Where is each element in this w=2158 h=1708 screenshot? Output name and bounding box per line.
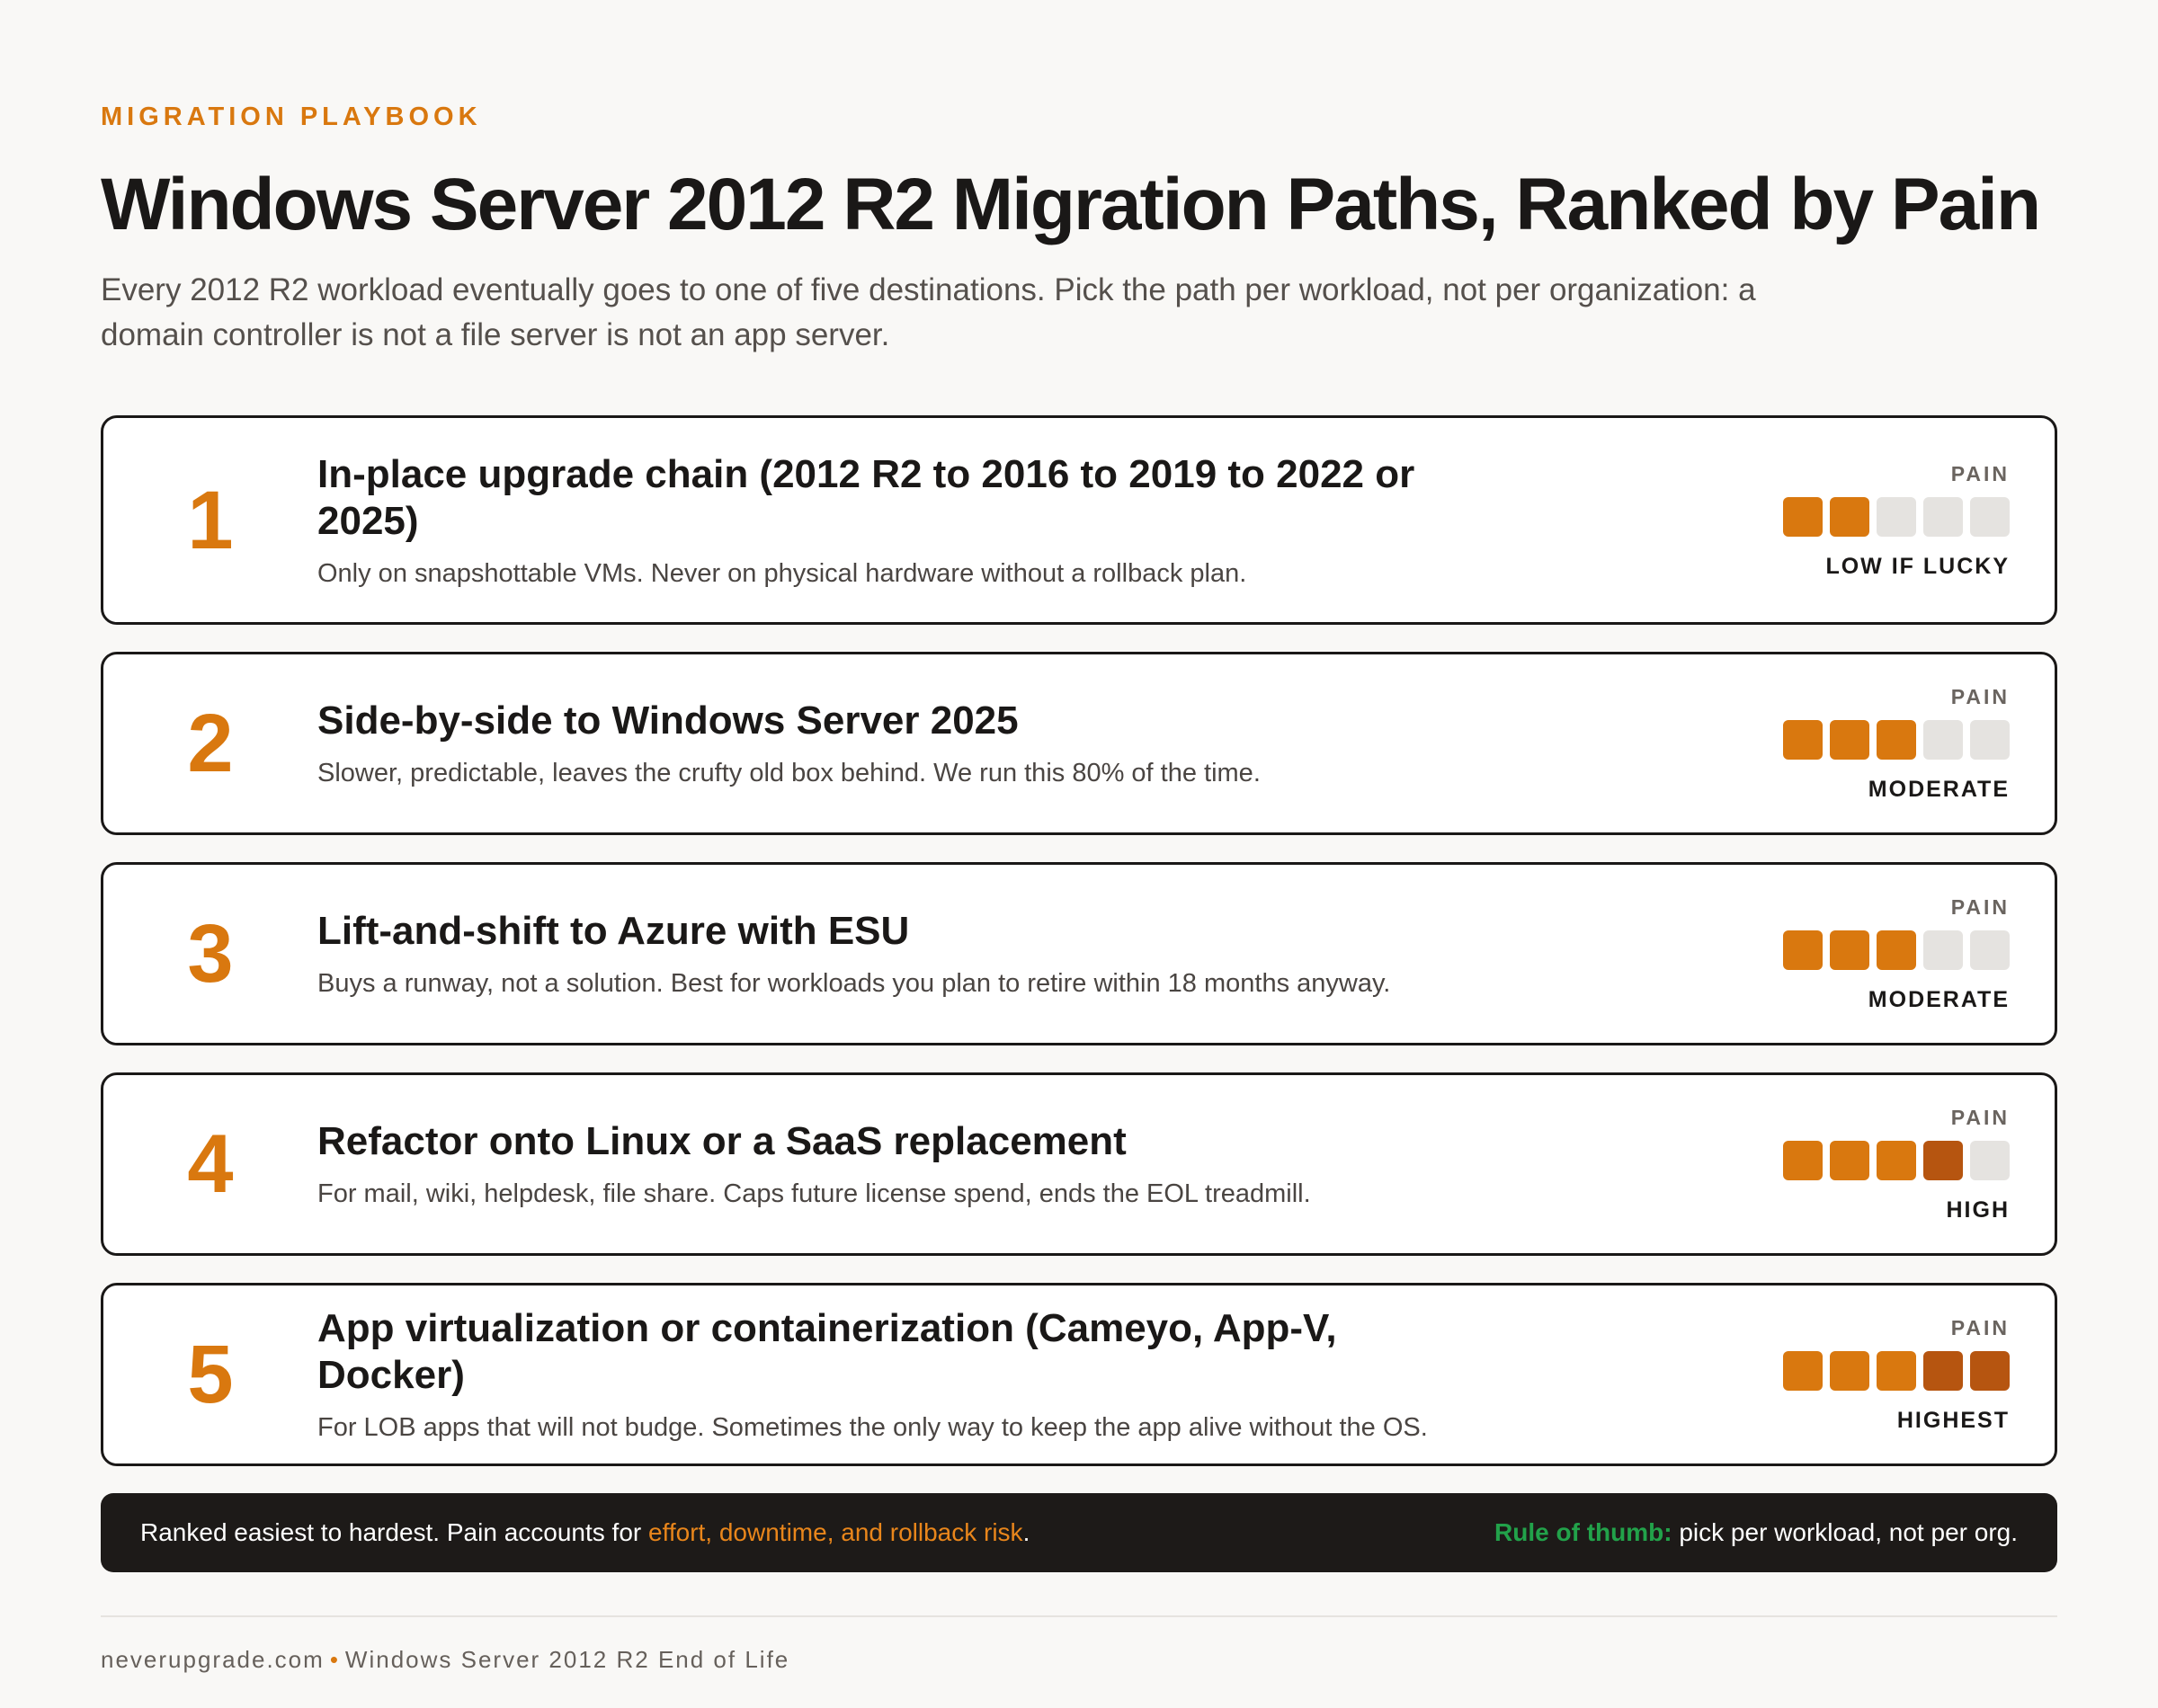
rule-of-thumb-label: Rule of thumb: — [1494, 1518, 1672, 1546]
ranking-note-prefix: Ranked easiest to hardest. Pain accounts… — [140, 1518, 648, 1546]
path-body: In-place upgrade chain (2012 R2 to 2016 … — [317, 451, 1776, 590]
pain-blocks — [1776, 1351, 2010, 1391]
pain-block-filled — [1877, 930, 1916, 970]
ranking-note-highlight: effort, downtime, and rollback risk — [648, 1518, 1023, 1546]
pain-block-filled — [1830, 1141, 1869, 1180]
eyebrow-label: MIGRATION PLAYBOOK — [101, 102, 482, 131]
pain-level: LOW IF LUCKY — [1825, 553, 2010, 579]
migration-path-card: 4 Refactor onto Linux or a SaaS replaceme… — [101, 1072, 2057, 1256]
migration-path-card: 1 In-place upgrade chain (2012 R2 to 2016… — [101, 415, 2057, 625]
path-title: Lift-and-shift to Azure with ESU — [317, 909, 910, 953]
pain-block-filled — [1830, 720, 1869, 760]
path-body: Side-by-side to Windows Server 2025 Slowe… — [317, 698, 1776, 789]
pain-block-filled — [1877, 720, 1916, 760]
pain-block-filled — [1877, 1351, 1916, 1391]
path-rank: 3 — [187, 908, 234, 1000]
path-rank: 4 — [187, 1118, 234, 1210]
site-credit: neverupgrade.com • Windows Server 2012 R2 … — [101, 1646, 2057, 1674]
pain-block-filled — [1970, 1351, 2010, 1391]
ranking-note: Ranked easiest to hardest. Pain accounts… — [140, 1518, 1030, 1547]
pain-label: PAIN — [1950, 461, 2010, 485]
pain-label: PAIN — [1950, 1316, 2010, 1339]
pain-label: PAIN — [1950, 1106, 2010, 1129]
path-description: Slower, predictable, leaves the crufty o… — [317, 759, 1261, 787]
pain-level: HIGHEST — [1896, 1408, 2010, 1433]
credit-page-name: Windows Server 2012 R2 End of Life — [344, 1646, 790, 1673]
path-title: Side-by-side to Windows Server 2025 — [317, 698, 1019, 743]
pain-block-filled — [1877, 1141, 1916, 1180]
path-title: In-place upgrade chain (2012 R2 to 2016 … — [317, 451, 1415, 543]
rule-of-thumb-text: pick per workload, not per org. — [1672, 1518, 2018, 1546]
path-description: Only on snapshottable VMs. Never on phys… — [317, 558, 1247, 588]
pain-meter: PAIN LOW IF LUCKY — [1776, 461, 2010, 580]
path-description: Buys a runway, not a solution. Best for … — [317, 969, 1391, 998]
pain-block-filled — [1923, 1351, 1963, 1391]
path-title: App virtualization or containerization (… — [317, 1306, 1337, 1397]
pain-level: MODERATE — [1868, 987, 2010, 1012]
credit-separator: • — [329, 1646, 340, 1673]
pain-block-empty — [1923, 930, 1963, 970]
pain-meter: PAIN MODERATE — [1776, 894, 2010, 1013]
pain-block-empty — [1970, 930, 2010, 970]
pain-block-empty — [1970, 1141, 2010, 1180]
pain-meter: PAIN HIGHEST — [1776, 1315, 2010, 1434]
pain-level: MODERATE — [1868, 777, 2010, 802]
pain-blocks — [1776, 496, 2010, 537]
pain-meter: PAIN HIGH — [1776, 1105, 2010, 1223]
migration-path-card: 2 Side-by-side to Windows Server 2025 Slow… — [101, 652, 2057, 835]
summary-bar: Ranked easiest to hardest. Pain accounts… — [101, 1493, 2057, 1572]
footer-divider — [101, 1615, 2057, 1617]
pain-block-filled — [1783, 1141, 1823, 1180]
migration-path-list: 1 In-place upgrade chain (2012 R2 to 2016… — [101, 415, 2057, 1466]
pain-block-filled — [1830, 1351, 1869, 1391]
pain-block-filled — [1923, 1141, 1963, 1180]
page-subtitle: Every 2012 R2 workload eventually goes t… — [101, 272, 1756, 352]
path-body: App virtualization or containerization (… — [317, 1305, 1776, 1444]
pain-block-empty — [1923, 496, 1963, 537]
path-description: For mail, wiki, helpdesk, file share. Ca… — [317, 1179, 1311, 1208]
pain-blocks — [1776, 1141, 2010, 1180]
pain-blocks — [1776, 720, 2010, 760]
migration-path-card: 3 Lift-and-shift to Azure with ESU Buys a … — [101, 862, 2057, 1045]
path-description: For LOB apps that will not budge. Someti… — [317, 1413, 1428, 1442]
pain-block-filled — [1830, 930, 1869, 970]
pain-block-filled — [1783, 930, 1823, 970]
pain-block-empty — [1877, 496, 1916, 537]
pain-level: HIGH — [1946, 1197, 2010, 1223]
pain-block-empty — [1923, 720, 1963, 760]
path-rank: 1 — [187, 474, 234, 566]
pain-block-empty — [1970, 720, 2010, 760]
path-body: Refactor onto Linux or a SaaS replacemen… — [317, 1118, 1776, 1210]
rule-of-thumb: Rule of thumb: pick per workload, not pe… — [1494, 1518, 2018, 1547]
path-rank: 5 — [187, 1329, 234, 1420]
pain-meter: PAIN MODERATE — [1776, 684, 2010, 803]
pain-blocks — [1776, 930, 2010, 970]
pain-label: PAIN — [1950, 895, 2010, 919]
path-title: Refactor onto Linux or a SaaS replacemen… — [317, 1119, 1127, 1163]
pain-block-filled — [1783, 1351, 1823, 1391]
migration-path-card: 5 App virtualization or containerization … — [101, 1283, 2057, 1466]
pain-label: PAIN — [1950, 685, 2010, 708]
ranking-note-suffix: . — [1022, 1518, 1030, 1546]
path-rank: 2 — [187, 698, 234, 789]
page-title: Windows Server 2012 R2 Migration Paths, … — [101, 164, 2041, 245]
path-body: Lift-and-shift to Azure with ESU Buys a r… — [317, 908, 1776, 1000]
pain-block-filled — [1783, 496, 1823, 537]
pain-block-filled — [1830, 496, 1869, 537]
pain-block-empty — [1970, 496, 2010, 537]
pain-block-filled — [1783, 720, 1823, 760]
site-name: neverupgrade.com — [101, 1646, 325, 1673]
